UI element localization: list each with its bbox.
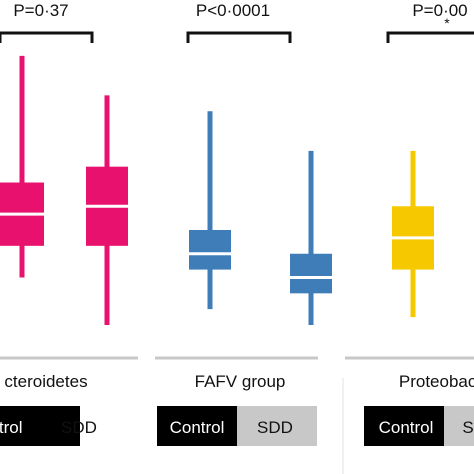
category-label: SDD	[257, 418, 293, 437]
box-iqr	[290, 253, 332, 294]
panel-2: P<0·0001 FAFV group Control SDD	[155, 1, 332, 446]
category-box-control	[0, 406, 80, 446]
category-label: SDD	[61, 418, 97, 437]
category-box-sdd	[444, 406, 474, 446]
box-sdd	[86, 95, 128, 325]
category-label: Control	[379, 418, 434, 437]
category-box-sdd	[237, 406, 317, 446]
significance-bracket	[0, 31, 94, 43]
category-box-control	[157, 406, 237, 446]
category-label: S	[462, 418, 473, 437]
p-value-label: P<0·0001	[196, 1, 270, 20]
significance-bracket	[386, 31, 474, 43]
group-label: cteroidetes	[4, 372, 87, 391]
panel-3: P=0·00* Proteobact Control S	[345, 1, 474, 446]
box-sdd	[290, 150, 332, 325]
category-box-control	[364, 406, 444, 446]
category-label: Control	[170, 418, 225, 437]
category-label: ntrol	[0, 418, 23, 437]
box-iqr	[189, 230, 231, 270]
p-value-label: P=0·37	[13, 1, 68, 20]
significance-asterisk: *	[444, 15, 450, 31]
group-label: Proteobact	[399, 372, 474, 391]
box-control	[392, 150, 434, 318]
group-label: FAFV group	[195, 372, 286, 391]
box-control	[189, 111, 231, 310]
significance-bracket	[186, 31, 292, 43]
box-control	[0, 55, 44, 278]
p-value-label: P=0·00	[412, 1, 467, 20]
